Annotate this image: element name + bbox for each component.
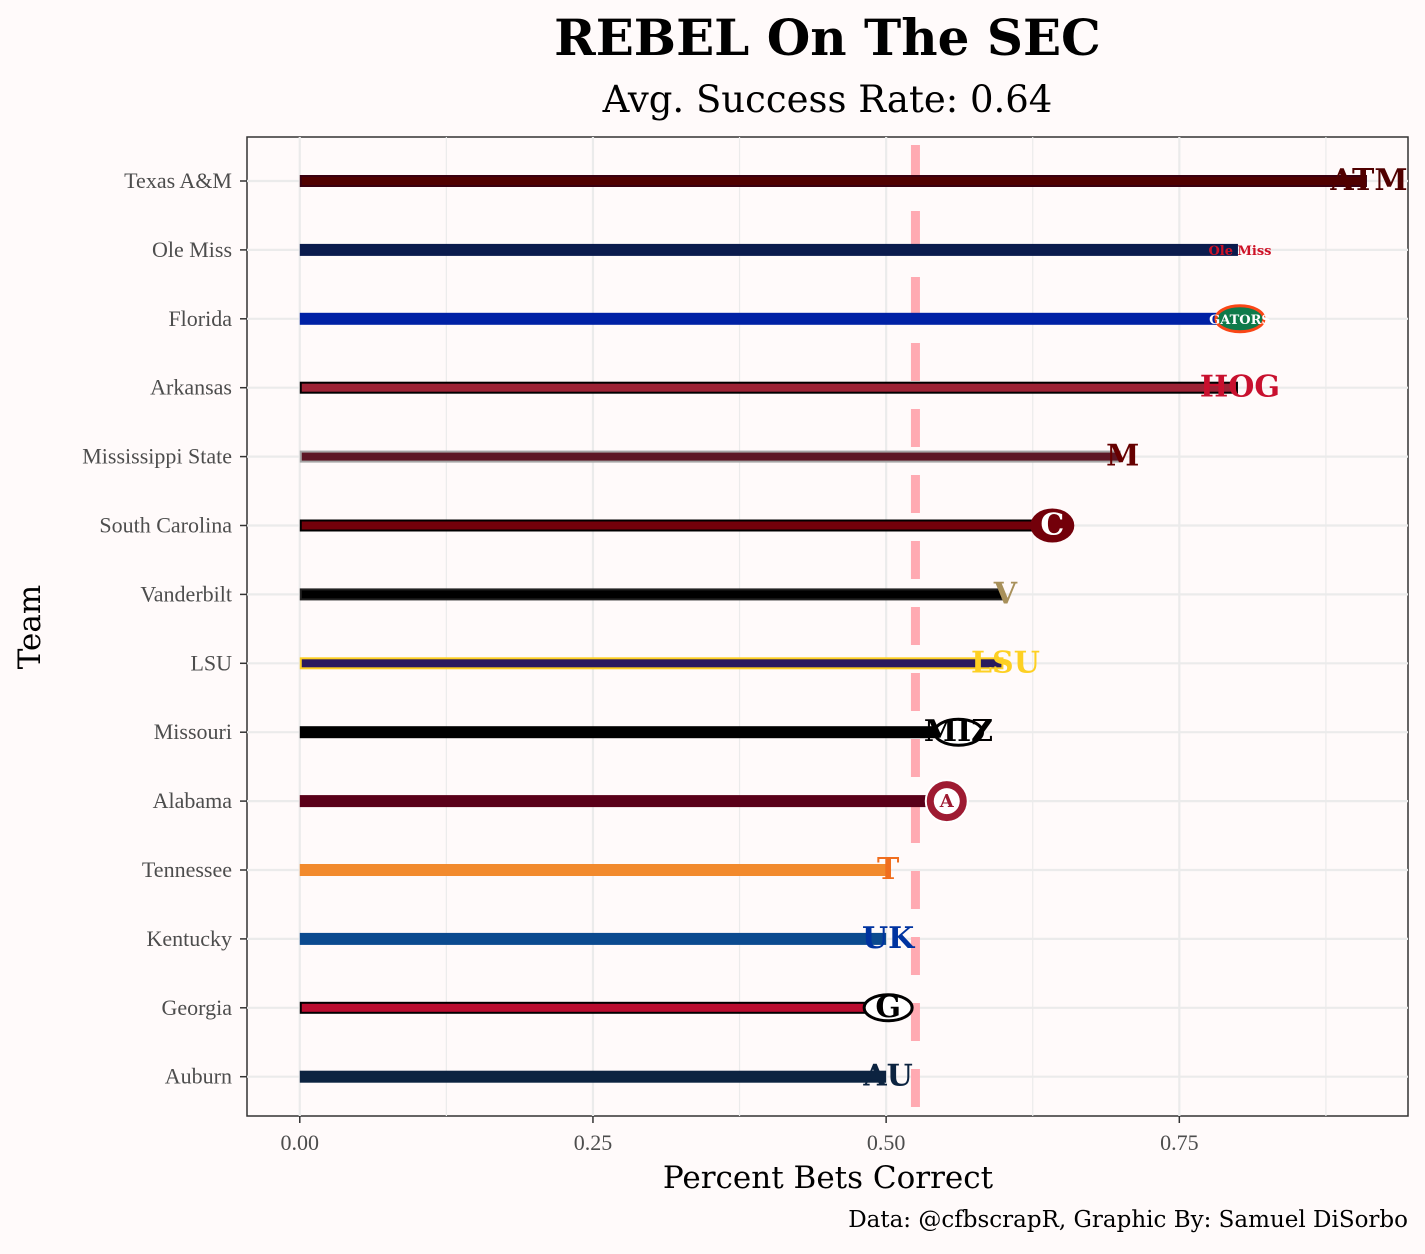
team-logo-icon: ATM [1329,163,1407,198]
team-logo-icon: LSU [971,645,1040,680]
y-tick-label: Kentucky [146,926,232,951]
y-tick-label: Ole Miss [152,237,232,262]
x-axis-title: Percent Bets Correct [663,1160,994,1196]
bar [301,245,1236,254]
team-logo-text: T [877,852,900,887]
team-logo-text: AU [862,1059,912,1094]
x-tick-label: 0.75 [1160,1130,1199,1155]
chart-caption: Data: @cfbscrapR, Graphic By: Samuel DiS… [848,1207,1408,1233]
team-logo-text: Ole Miss [1208,244,1271,259]
y-tick-label: South Carolina [99,513,232,538]
chart-title: REBEL On The SEC [554,8,1101,67]
y-tick-label: Texas A&M [124,168,232,193]
y-tick-label: Missouri [154,719,232,744]
team-logo-icon: HOG [1200,370,1280,405]
y-tick-label: Georgia [162,995,233,1020]
y-tick-label: Alabama [153,788,233,813]
plot-panel [246,136,1409,1117]
bar [301,383,1236,392]
team-logo-icon: MIZ [924,714,993,749]
team-logo-icon: UK [862,921,915,956]
team-logo-text: C [1040,508,1064,543]
team-logo-text: M [1106,439,1139,474]
bar [301,934,885,943]
bar [301,659,1002,668]
y-tick-label: Florida [168,306,232,331]
y-axis-title: Team [12,585,48,670]
team-logo-icon: V [993,576,1018,611]
logos-group: ATM Ole Miss GATORS HOG M CV LSU MIZ A T UK G AU [862,163,1408,1094]
y-tick-label: Arkansas [150,375,232,400]
bar [301,1072,885,1081]
bar [301,866,885,874]
bars-group [299,175,1367,1083]
team-logo-text: HOG [1200,370,1280,405]
y-tick-label: Tennessee [142,857,232,882]
bar [301,177,1365,185]
x-tick-label: 0.50 [867,1130,906,1155]
chart-subtitle: Avg. Success Rate: 0.64 [602,78,1053,121]
y-tick-label: Auburn [165,1064,232,1089]
team-logo-icon: A [924,779,969,824]
y-tick-label: Vanderbilt [140,581,232,606]
team-logo-icon: C [1030,508,1075,543]
team-logo-icon: T [877,852,900,887]
x-axis-ticks: 0.00 0.25 0.50 0.75 [281,1116,1199,1155]
team-logo-text: MIZ [924,714,993,749]
x-tick-label: 0.00 [281,1130,320,1155]
team-logo-icon: M [1106,439,1139,474]
team-logo-text: G [875,990,901,1025]
team-logo-text: A [939,791,955,812]
bar [301,728,955,737]
y-axis-ticks: Texas A&M Ole Miss Florida Arkansas Mississi… [82,168,247,1089]
bar [301,590,1002,599]
y-tick-label: LSU [190,650,232,675]
y-tick-label: Mississippi State [82,444,232,469]
team-logo-icon: AU [862,1059,912,1094]
bar [301,797,943,806]
team-logo-icon: GATORS [1209,304,1271,334]
team-logo-text: ATM [1329,163,1407,198]
team-logo-text: UK [862,921,915,956]
bar [301,521,1049,530]
team-logo-text: GATORS [1209,313,1271,328]
x-tick-label: 0.25 [574,1130,613,1155]
bar [301,314,1236,323]
team-logo-icon: Ole Miss [1208,244,1271,259]
team-logo-text: LSU [971,645,1040,680]
bar [301,452,1119,461]
team-logo-icon: G [862,990,914,1025]
bar [301,1003,885,1012]
team-logo-text: V [993,576,1018,611]
